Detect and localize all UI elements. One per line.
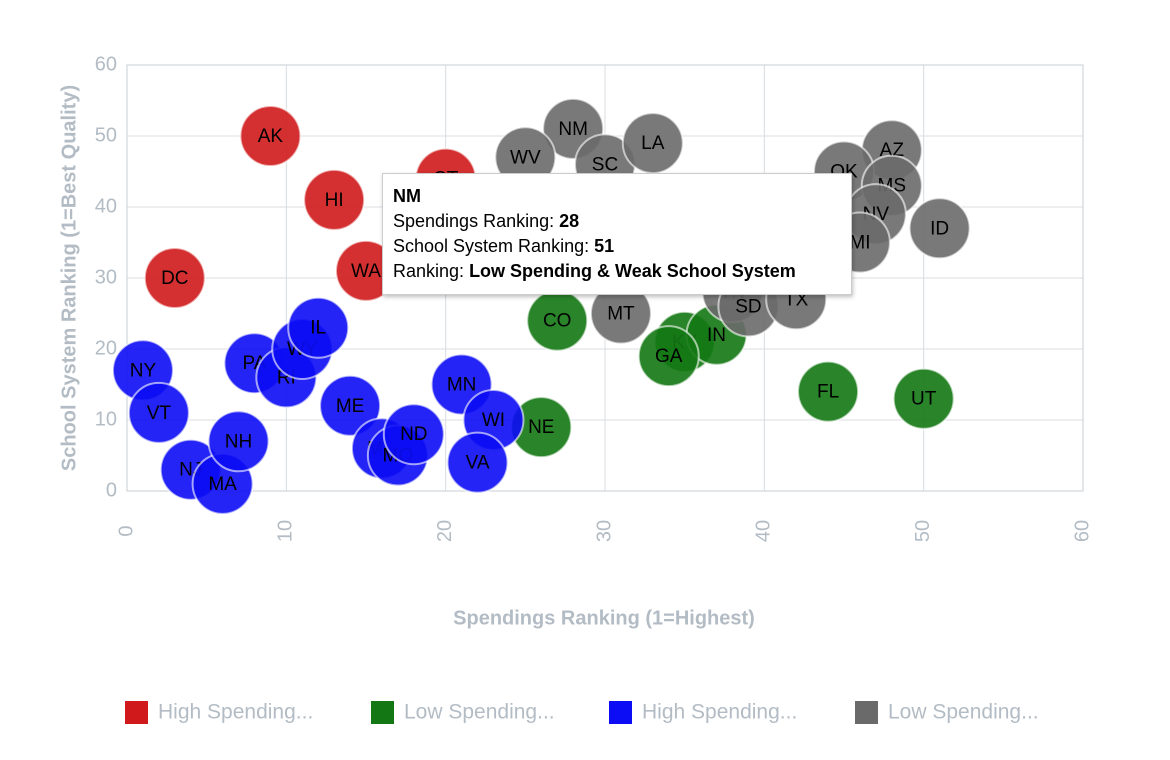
point-label: MN <box>447 375 477 396</box>
point-label: NH <box>225 431 252 452</box>
y-axis-title: School System Ranking (1=Best Quality) <box>58 85 80 471</box>
x-tick-label: 50 <box>912 520 934 542</box>
point-label: CO <box>543 311 572 332</box>
tooltip-line: Spendings Ranking: 28 <box>393 209 841 234</box>
point <box>637 325 700 388</box>
legend-label: High Spending... <box>158 701 313 724</box>
point <box>239 105 302 167</box>
tooltip: NM Spendings Ranking: 28 School System R… <box>382 173 852 295</box>
x-tick-label: 40 <box>753 520 775 542</box>
y-tick-label: 40 <box>95 195 117 217</box>
point-label: LA <box>641 133 665 154</box>
legend-swatch[interactable] <box>855 701 878 724</box>
tooltip-value: Low Spending & Weak School System <box>469 261 796 281</box>
point-label: MT <box>607 304 635 325</box>
y-tick-label: 20 <box>95 337 117 359</box>
legend-swatch[interactable] <box>125 701 148 724</box>
legend-swatch[interactable] <box>609 701 632 724</box>
point-label: SC <box>592 154 618 175</box>
point-label: GA <box>655 346 683 367</box>
point-label: NE <box>528 417 554 438</box>
tooltip-line: Ranking: Low Spending & Weak School Syst… <box>393 259 841 284</box>
point-label: DC <box>161 268 188 289</box>
legend-label: Low Spending... <box>404 701 555 724</box>
x-tick-label: 0 <box>115 525 137 536</box>
point-label: ID <box>930 218 949 239</box>
tooltip-label: Spendings Ranking: <box>393 211 555 231</box>
legend-label: Low Spending... <box>888 701 1039 724</box>
point <box>446 431 509 494</box>
point-label: ND <box>400 424 427 445</box>
tooltip-line: School System Ranking: 51 <box>393 234 841 259</box>
point-label: HI <box>325 190 344 211</box>
legend-swatch[interactable] <box>371 701 394 724</box>
y-tick-label: 50 <box>95 124 117 146</box>
tooltip-label: School System Ranking: <box>393 236 590 256</box>
point <box>207 410 270 473</box>
legend-label: High Spending... <box>642 701 797 724</box>
x-tick-label: 20 <box>434 520 456 542</box>
point-label: SD <box>735 296 761 317</box>
point <box>287 296 350 359</box>
point <box>908 197 971 260</box>
x-tick-label: 30 <box>593 520 615 542</box>
x-tick-label: 60 <box>1071 520 1093 542</box>
point-label: NM <box>558 119 588 140</box>
point-label: IN <box>707 325 726 346</box>
point-label: IL <box>310 318 326 339</box>
y-tick-label: 30 <box>95 266 117 288</box>
point <box>303 168 366 231</box>
point <box>319 374 382 437</box>
point-label: WA <box>351 261 381 282</box>
point-label: MA <box>208 474 237 495</box>
plot-frame <box>126 64 1084 492</box>
tooltip-value: 28 <box>559 211 580 231</box>
point <box>127 381 190 444</box>
point <box>143 247 206 309</box>
point <box>797 360 860 423</box>
y-tick-label: 60 <box>95 53 117 75</box>
point-label: VA <box>466 453 490 474</box>
point-label: MI <box>849 233 870 254</box>
y-tick-label: 0 <box>106 479 117 501</box>
point-label: FL <box>817 382 839 403</box>
point-label: ME <box>336 396 365 417</box>
tooltip-value: 51 <box>594 236 615 256</box>
point-label: AK <box>258 126 284 147</box>
y-tick-label: 10 <box>95 408 117 430</box>
tooltip-label: Ranking: <box>393 261 465 281</box>
tooltip-title: NM <box>393 186 421 206</box>
point <box>892 367 955 430</box>
point <box>382 403 445 466</box>
point-label: VT <box>147 403 172 424</box>
x-tick-label: 10 <box>275 520 297 542</box>
point-label: WI <box>482 410 505 431</box>
x-axis-title: Spendings Ranking (1=Highest) <box>453 607 755 629</box>
point-label: WV <box>510 147 541 168</box>
point-label: UT <box>911 389 937 410</box>
point-label: NY <box>130 360 157 381</box>
